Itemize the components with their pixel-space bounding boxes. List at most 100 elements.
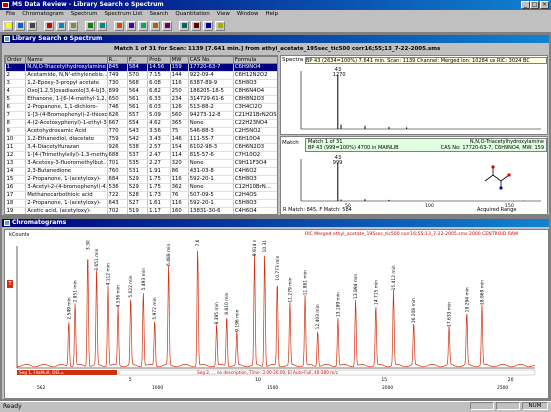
table-row[interactable]: 16 3-Acetyl-2-(4-bromophenyl)-4... 536 529 1…: [5, 183, 277, 192]
column-header-4[interactable]: Prob.: [147, 56, 171, 64]
match-score-text: R Match: 845, F Match: 584: [283, 207, 352, 213]
table-cell: 1,2-Ethanediol, diacetate: [25, 135, 108, 144]
library-icon[interactable]: [138, 20, 148, 31]
match-header: Match 1 of 31 for Scan: 1139 [7.641 min.…: [114, 46, 441, 52]
menu-search[interactable]: Search: [149, 11, 169, 17]
table-cell: 2.47: [147, 151, 171, 160]
open-icon[interactable]: [3, 20, 13, 31]
library-window-icon[interactable]: [4, 36, 10, 42]
chromatogram-x-tick: 15: [381, 377, 387, 383]
table-cell: 543: [127, 127, 149, 136]
table-cell: 116: [170, 79, 189, 88]
app-icon[interactable]: [2, 2, 9, 8]
compare-icon[interactable]: [162, 20, 172, 31]
peak-label-3: 3.651 min: [94, 248, 100, 270]
menu-chromatogram[interactable]: Chromatogram: [22, 11, 64, 17]
segment-2-bar[interactable]: [118, 369, 536, 376]
quant-icon[interactable]: [179, 20, 189, 31]
table-row[interactable]: 15 2-Propanone, 1-(acetyloxy)- 684 529 1.75 1…: [5, 175, 277, 184]
table-cell: 7: [5, 111, 27, 120]
table-cell: 568: [127, 79, 149, 88]
column-header-0[interactable]: Order: [5, 56, 27, 64]
menu-spectrum-list[interactable]: Spectrum List: [104, 11, 143, 17]
paste-icon[interactable]: [68, 20, 78, 31]
table-row[interactable]: 2 Acetamide, N,N'-ethylenebis... 749 570 7.1…: [5, 71, 277, 80]
table-row[interactable]: 4 Oxo[1,2,5]oxadiazolo[3,4-b]3,4... 899 564…: [5, 87, 277, 96]
zoom-out-icon[interactable]: [97, 20, 107, 31]
table-cell: 667: [107, 119, 128, 128]
table-row[interactable]: 19 Acetic acid, (acetyloxy)- 702 519 1.17 160…: [5, 207, 277, 214]
acquired-range-label: Acquired Range: [477, 207, 517, 213]
table-row[interactable]: 10 1,2-Ethanediol, diacetate 759 542 3.43 146…: [5, 135, 277, 144]
segment-1-bar[interactable]: [17, 370, 117, 375]
table-cell: C5H8O3: [233, 199, 277, 208]
save-icon[interactable]: [15, 20, 25, 31]
table-cell: 4.62: [147, 119, 171, 128]
maximize-button[interactable]: □: [530, 1, 539, 9]
table-cell: Oxo[1,2,5]oxadiazolo[3,4-b]3,4...: [25, 87, 108, 96]
chromatogram-y-label: kCounts: [9, 232, 30, 238]
table-cell: 564: [127, 87, 149, 96]
table-cell: 1.73: [147, 191, 171, 200]
table-cell: 926: [107, 143, 128, 152]
column-header-1[interactable]: Name: [25, 56, 108, 64]
menu-file[interactable]: File: [6, 11, 16, 17]
table-row[interactable]: 6 2-Propanone, 1,1-dichloro- 746 561 6.03 126…: [5, 103, 277, 112]
column-header-7[interactable]: Formula: [232, 56, 277, 64]
table-cell: 94273-12-8: [188, 111, 234, 120]
scale-marker[interactable]: T: [7, 280, 13, 288]
table-cell: C4H6O4: [233, 207, 277, 214]
table-row[interactable]: 12 1-[4-(Trimethylsilyl)-1,3-methyl... 688…: [5, 151, 277, 160]
table-row[interactable]: 7 1-[3-(4-Bromophenyl)-2-thioxo... 626 557 5…: [5, 111, 277, 120]
close-button[interactable]: ×: [540, 1, 549, 9]
table-row[interactable]: 3 1,2-Epoxy-3-propyl acetate 730 568 6.08 116…: [5, 79, 277, 88]
report-icon[interactable]: [191, 20, 201, 31]
column-header-5[interactable]: MW: [169, 56, 189, 64]
table-row[interactable]: 8 4-(2-Acetoxyphenyl)-1-ethyl-3... 667 554 4…: [5, 119, 277, 128]
column-header-2[interactable]: R...: [106, 56, 128, 64]
chromatogram-scan-tick: 562: [37, 385, 46, 391]
table-cell: 2,3-Butanedione: [25, 167, 108, 176]
table-row[interactable]: 13 3-Acetoxy-3-fluoromethylbut... 701 535 2.…: [5, 159, 277, 168]
zoom-in-icon-glyph: [87, 23, 93, 28]
table-cell: 650: [107, 95, 128, 104]
spectrum-icon[interactable]: [126, 20, 136, 31]
print-icon[interactable]: [27, 20, 37, 31]
table-row[interactable]: 14 2,3-Butanedione 760 531 1.91 86 431-03-8 C4H…: [5, 167, 277, 176]
chromatogram-window-icon[interactable]: [4, 220, 10, 226]
menu-spectrum[interactable]: Spectrum: [70, 11, 98, 17]
search-icon[interactable]: [150, 20, 160, 31]
table-cell: 2-Propanone, 1-(acetyloxy)-: [25, 199, 108, 208]
copy-icon[interactable]: [56, 20, 66, 31]
menu-quantitation[interactable]: Quantitation: [175, 11, 210, 17]
menu-help[interactable]: Help: [265, 11, 279, 17]
table-row[interactable]: 1 N,N,O-Triacetylhydroxylamine 845 584 14.56…: [5, 63, 277, 72]
chromatogram-scan-tick: 2500: [497, 385, 508, 391]
table-row[interactable]: 17 Methanecarbothioic acid 722 528 1.73 76 507…: [5, 191, 277, 200]
menu-window[interactable]: Window: [236, 11, 259, 17]
table-cell: 570: [127, 71, 149, 80]
column-header-3[interactable]: F...: [126, 56, 149, 64]
table-cell: 186205-18-5: [188, 87, 234, 96]
chromatogram-icon[interactable]: [114, 20, 124, 31]
minimize-button[interactable]: _: [521, 1, 530, 9]
table-cell: 746: [107, 103, 128, 112]
zoom-in-icon[interactable]: [85, 20, 95, 31]
reset-icon[interactable]: [215, 20, 225, 31]
cut-icon[interactable]: [44, 20, 54, 31]
table-row[interactable]: 5 Ethanone, 1-[6-(4-methyl-1,2,... 650 561 6…: [5, 95, 277, 104]
table-row[interactable]: 11 3,4-Diacetylfurazan 926 538 2.57 154 6102-9…: [5, 143, 277, 152]
report-icon-glyph: [193, 23, 199, 28]
table-cell: 557: [127, 111, 149, 120]
table-cell: C6H10O4: [233, 135, 277, 144]
help-icon[interactable]: [203, 20, 213, 31]
table-row[interactable]: 18 2-Propanone, 1-(acetyloxy)- 643 527 1.61 1…: [5, 199, 277, 208]
menu-view[interactable]: View: [216, 11, 230, 17]
table-cell: 111-55-7: [188, 135, 234, 144]
column-header-6[interactable]: CAS No.: [187, 56, 234, 64]
table-row[interactable]: 9 Acetohydroxamic Acid 770 543 3.56 75 546-88-…: [5, 127, 277, 136]
peak-label-22: 14.715 min: [373, 280, 379, 305]
